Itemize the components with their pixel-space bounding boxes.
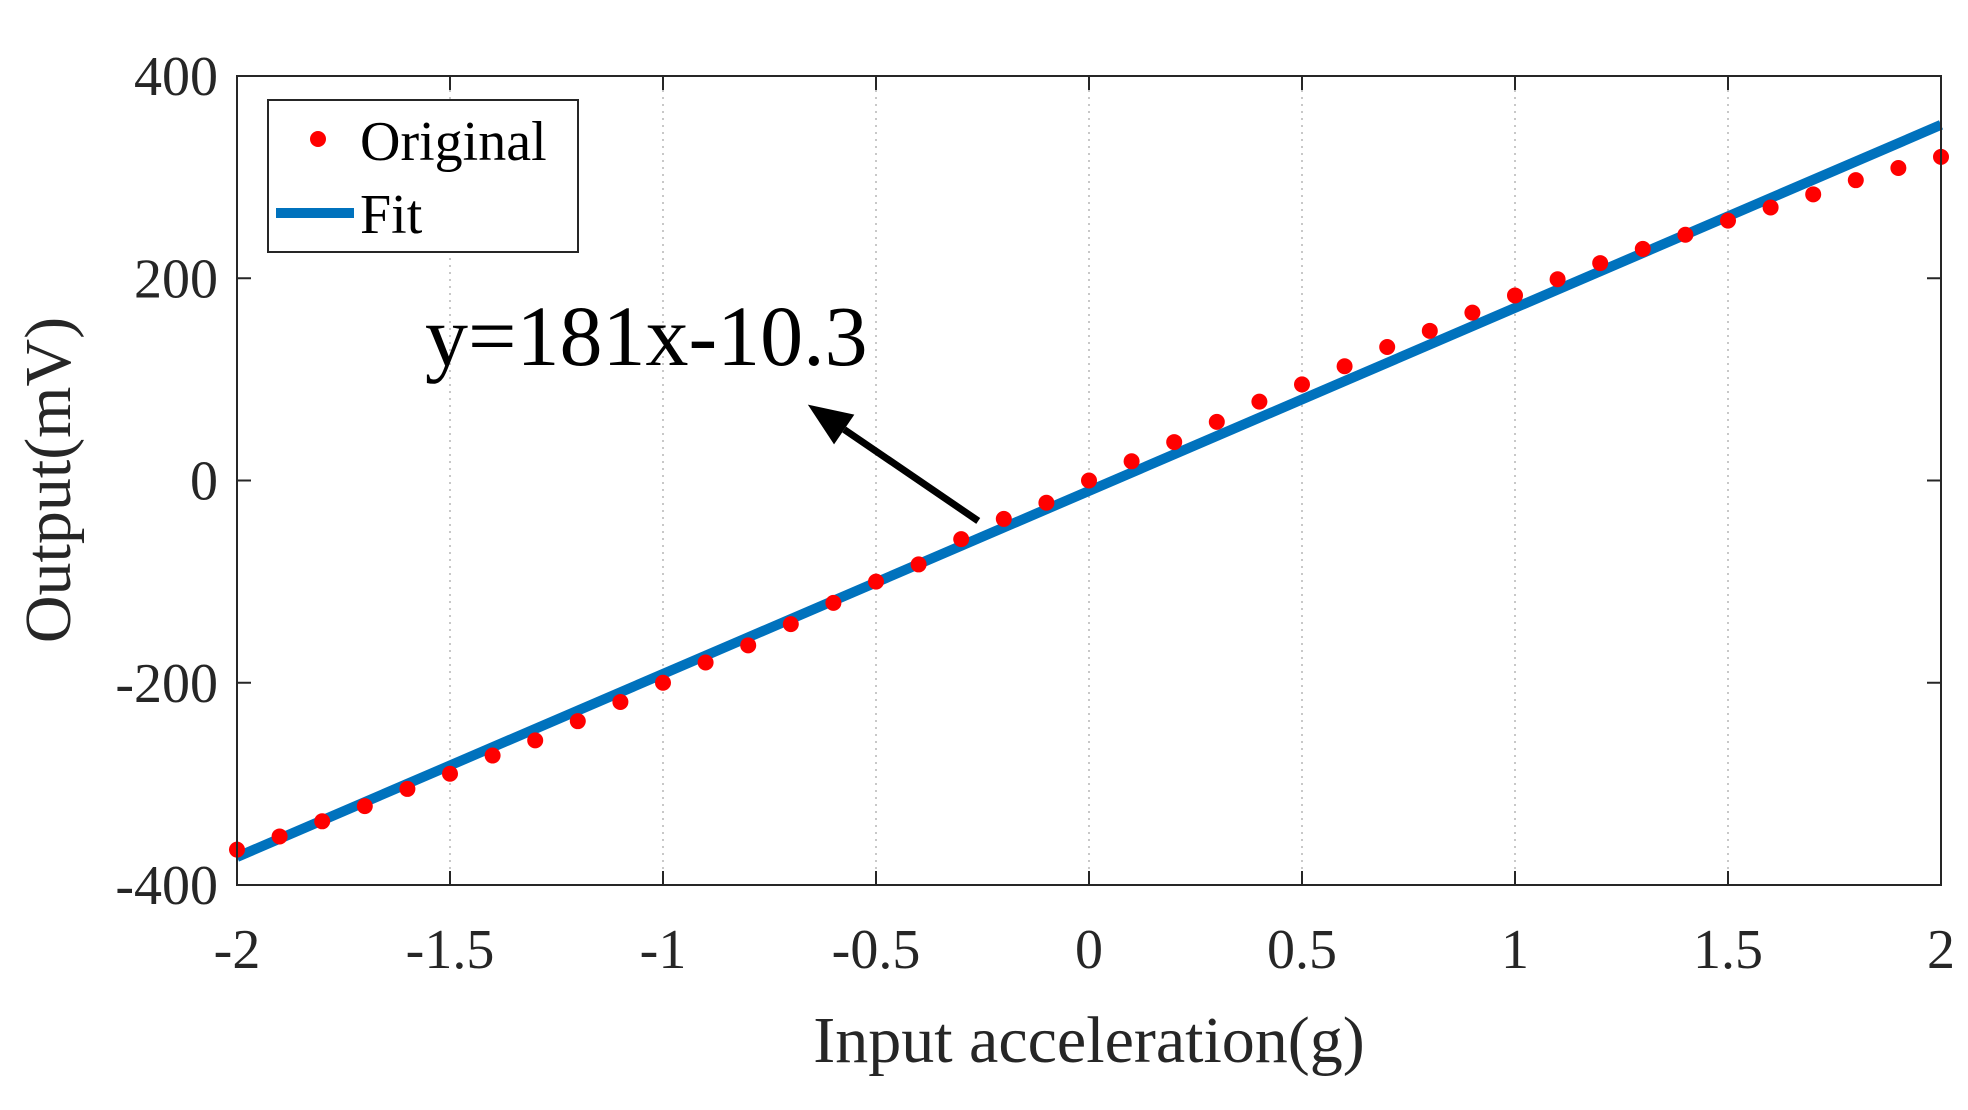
data-point xyxy=(1166,434,1183,451)
data-point xyxy=(1081,472,1097,489)
x-tick-label: 1 xyxy=(1501,919,1529,981)
x-tick-label: 0.5 xyxy=(1267,919,1337,981)
x-tick-label: -2 xyxy=(214,919,261,981)
data-point xyxy=(1549,271,1566,288)
data-point xyxy=(1464,304,1481,321)
data-point xyxy=(868,573,884,590)
data-point xyxy=(1421,322,1438,339)
data-point xyxy=(1890,160,1907,177)
data-point xyxy=(484,747,501,764)
data-point xyxy=(1720,212,1736,229)
ticks: -2 -1.5 -1 -0.5 0 0.5 1 1.5 2 -400 -200 0 200 400 xyxy=(115,46,1955,981)
data-point xyxy=(1634,240,1651,257)
annotation-arrow-head xyxy=(807,404,855,445)
data-point xyxy=(1123,453,1140,470)
y-axis-title: Output(mV) xyxy=(12,317,85,643)
data-point xyxy=(910,556,927,573)
x-tick-label: 0 xyxy=(1075,919,1103,981)
data-point xyxy=(697,654,714,671)
x-tick-label: 1.5 xyxy=(1693,919,1763,981)
data-point xyxy=(825,594,842,611)
x-axis-title: Input acceleration(g) xyxy=(813,1004,1365,1077)
data-point xyxy=(1805,186,1822,203)
annotation-arrow xyxy=(842,426,981,524)
x-tick-label: -1 xyxy=(640,919,687,981)
data-point xyxy=(953,531,970,548)
data-point xyxy=(740,637,757,654)
data-point xyxy=(612,693,629,710)
legend-label-original: Original xyxy=(360,111,547,173)
fit-line xyxy=(235,120,1943,862)
legend-marker-original xyxy=(310,131,326,147)
data-point xyxy=(1847,172,1864,189)
y-tick-label: 400 xyxy=(134,46,218,108)
data-point xyxy=(1379,339,1396,356)
data-point xyxy=(314,813,331,830)
fit-equation-label: y=181x-10.3 xyxy=(425,288,868,384)
y-tick-label: -200 xyxy=(115,653,218,715)
legend: Original Fit xyxy=(267,99,579,253)
data-point xyxy=(1507,287,1523,304)
data-point xyxy=(782,616,799,633)
data-point xyxy=(442,765,458,782)
legend-box xyxy=(267,99,579,253)
data-point xyxy=(1336,358,1353,375)
data-point xyxy=(1677,226,1694,243)
series xyxy=(229,120,1949,862)
data-point xyxy=(569,713,586,730)
y-tick-label: 0 xyxy=(190,451,218,513)
data-point xyxy=(1038,494,1055,511)
data-point xyxy=(399,780,416,797)
annotation: y=181x-10.3 xyxy=(425,288,981,524)
data-point xyxy=(1592,255,1609,272)
x-tick-label: 2 xyxy=(1927,919,1955,981)
data-point xyxy=(655,674,671,691)
y-tick-label: 200 xyxy=(134,248,218,310)
data-point xyxy=(995,510,1012,527)
x-tick-label: -0.5 xyxy=(832,919,921,981)
data-point xyxy=(271,828,288,845)
data-point xyxy=(527,732,544,749)
data-point xyxy=(1762,199,1779,216)
data-point xyxy=(356,798,373,815)
data-point xyxy=(1294,376,1310,393)
legend-label-fit: Fit xyxy=(360,184,423,246)
y-tick-label: -400 xyxy=(115,855,218,917)
data-point xyxy=(1251,393,1268,410)
data-point xyxy=(1208,413,1225,430)
x-tick-label: -1.5 xyxy=(406,919,495,981)
